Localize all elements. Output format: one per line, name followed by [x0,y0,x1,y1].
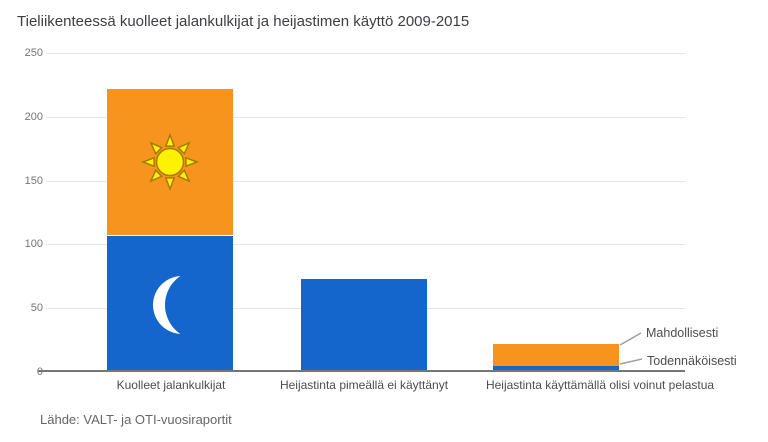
annotation-label-todennakoisesti: Todennäköisesti [647,354,737,368]
x-axis-label-2: Heijastinta pimeällä ei käyttänyt [279,378,449,392]
gridline [46,53,685,54]
y-axis-tick-label: 100 [24,238,43,250]
chart-title: Tieliikenteessä kuolleet jalankulkijat j… [17,13,470,30]
bar2-blue-segment [301,278,427,372]
y-axis-tick-label: 250 [24,47,43,59]
bar3-orange-segment [493,343,619,366]
bar3-blue-segment [493,365,619,372]
source-note: Lähde: VALT- ja OTI-vuosiraportit [40,412,232,427]
gridline [46,181,685,182]
x-axis-line [38,370,685,372]
gridline [46,244,685,245]
annotation-label-mahdollisesti: Mahdollisesti [646,326,719,340]
y-axis-tick-label: 150 [24,175,43,187]
x-axis-label-1: Kuolleet jalankulkijat [116,378,226,392]
sun-icon [140,132,200,192]
y-axis-tick-label: 50 [30,302,43,314]
y-axis-tick-label: 0 [36,366,43,378]
x-axis-label-3: Heijastinta käyttämällä olisi voinut pel… [485,378,715,392]
moon-icon [142,269,235,340]
bar1-blue-segment [107,235,235,372]
bar1-orange-segment [107,88,233,236]
y-axis-tick-label: 200 [24,111,43,123]
gridline [46,117,685,118]
